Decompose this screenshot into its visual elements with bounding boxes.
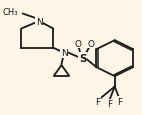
Text: F: F: [118, 97, 123, 106]
Text: F: F: [95, 97, 100, 106]
Text: N: N: [36, 17, 42, 26]
Text: CH₃: CH₃: [2, 8, 18, 17]
Text: O: O: [74, 39, 81, 48]
Text: O: O: [87, 39, 94, 48]
Text: N: N: [61, 49, 68, 58]
Text: S: S: [79, 54, 86, 64]
Text: F: F: [107, 100, 112, 109]
